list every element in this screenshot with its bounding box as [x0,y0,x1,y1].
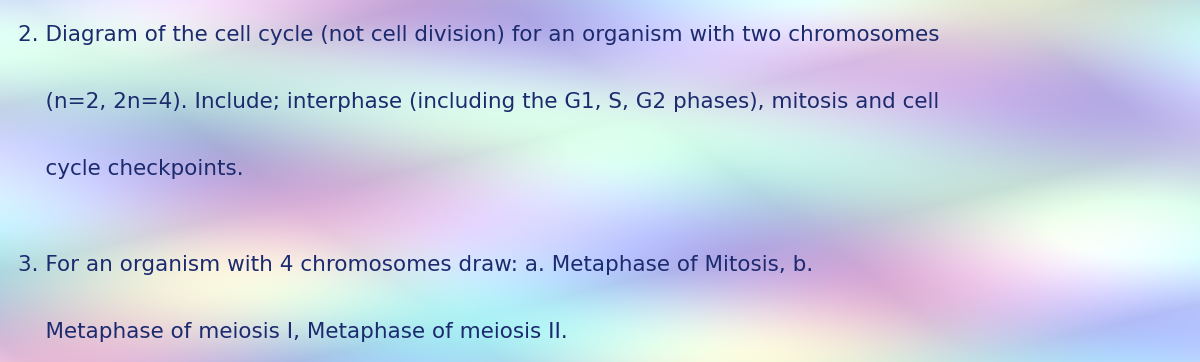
Text: Metaphase of meiosis I, Metaphase of meiosis II.: Metaphase of meiosis I, Metaphase of mei… [18,322,568,342]
Text: (n=2, 2n=4). Include; interphase (including the G1, S, G2 phases), mitosis and c: (n=2, 2n=4). Include; interphase (includ… [18,92,940,112]
Text: cycle checkpoints.: cycle checkpoints. [18,159,244,179]
Text: 3. For an organism with 4 chromosomes draw: a. Metaphase of Mitosis, b.: 3. For an organism with 4 chromosomes dr… [18,255,814,275]
Text: 2. Diagram of the cell cycle (not cell division) for an organism with two chromo: 2. Diagram of the cell cycle (not cell d… [18,25,940,45]
